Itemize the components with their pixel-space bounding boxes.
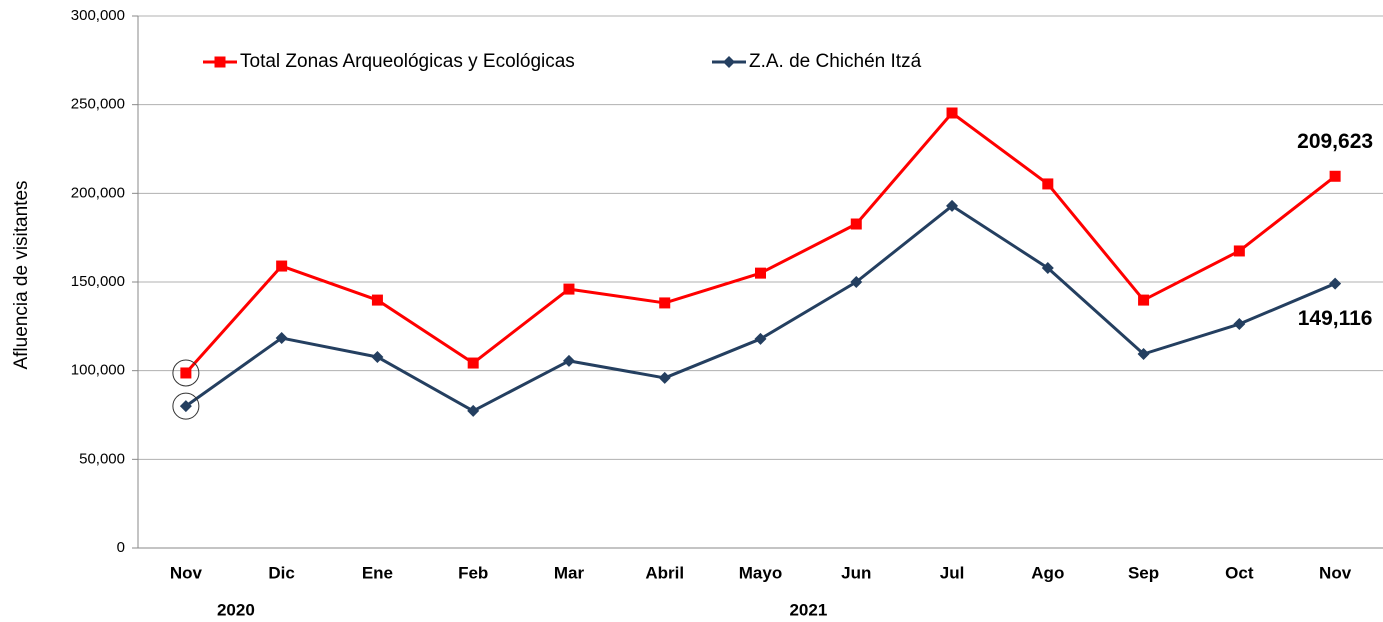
y-axis-label: Afluencia de visitantes: [11, 180, 32, 369]
legend-marker: [723, 56, 735, 68]
marker: [850, 218, 862, 230]
year-label: 2020: [217, 600, 255, 619]
x-tick-label: Oct: [1225, 563, 1254, 582]
value-label: 149,116: [1298, 307, 1373, 330]
marker: [1233, 245, 1245, 257]
marker: [180, 367, 192, 379]
marker: [275, 332, 288, 345]
x-tick-label: Mar: [554, 563, 585, 582]
y-tick-label: 200,000: [71, 184, 125, 201]
marker: [755, 267, 766, 279]
y-tick-label: 250,000: [71, 96, 125, 113]
marker: [1042, 178, 1054, 190]
x-tick-label: Sep: [1128, 563, 1159, 582]
y-tick-label: 100,000: [71, 362, 125, 379]
year-label: 2021: [789, 600, 827, 619]
marker: [1138, 294, 1150, 306]
legend-label: Z.A. de Chichén Itzá: [749, 51, 922, 72]
marker: [371, 294, 383, 306]
marker: [946, 199, 959, 212]
marker: [467, 404, 480, 417]
marker: [754, 332, 767, 345]
x-tick-label: Dic: [268, 563, 294, 582]
marker: [659, 297, 671, 309]
marker: [946, 107, 958, 119]
y-tick-label: 50,000: [79, 450, 125, 467]
x-tick-label: Ene: [362, 563, 393, 582]
y-tick-label: 150,000: [71, 273, 125, 290]
series-line: [185, 204, 1336, 413]
marker: [1233, 318, 1246, 331]
marker: [563, 283, 575, 295]
x-tick-label: Jul: [940, 563, 965, 582]
marker: [467, 357, 479, 369]
marker: [371, 351, 384, 364]
x-tick-label: Nov: [170, 563, 203, 582]
x-tick-label: Ago: [1031, 563, 1064, 582]
y-tick-label: 0: [117, 539, 125, 556]
highlight-circle: [172, 359, 200, 387]
x-tick-label: Nov: [1319, 563, 1352, 582]
marker: [1041, 261, 1054, 274]
marker: [1137, 347, 1150, 360]
x-tick-label: Mayo: [739, 563, 782, 582]
legend-marker: [214, 56, 226, 68]
value-label: 209,623: [1297, 130, 1373, 153]
marker: [658, 371, 671, 384]
x-tick-label: Feb: [458, 563, 488, 582]
marker: [179, 400, 192, 413]
marker: [850, 276, 863, 288]
marker: [1329, 277, 1342, 290]
marker: [562, 354, 575, 367]
x-tick-label: Abril: [645, 563, 684, 582]
x-tick-label: Jun: [841, 563, 871, 582]
y-tick-label: 300,000: [71, 7, 125, 24]
marker: [276, 260, 288, 272]
legend-label: Total Zonas Arqueológicas y Ecológicas: [240, 51, 575, 72]
marker: [1329, 170, 1341, 182]
highlight-circle: [172, 392, 200, 420]
